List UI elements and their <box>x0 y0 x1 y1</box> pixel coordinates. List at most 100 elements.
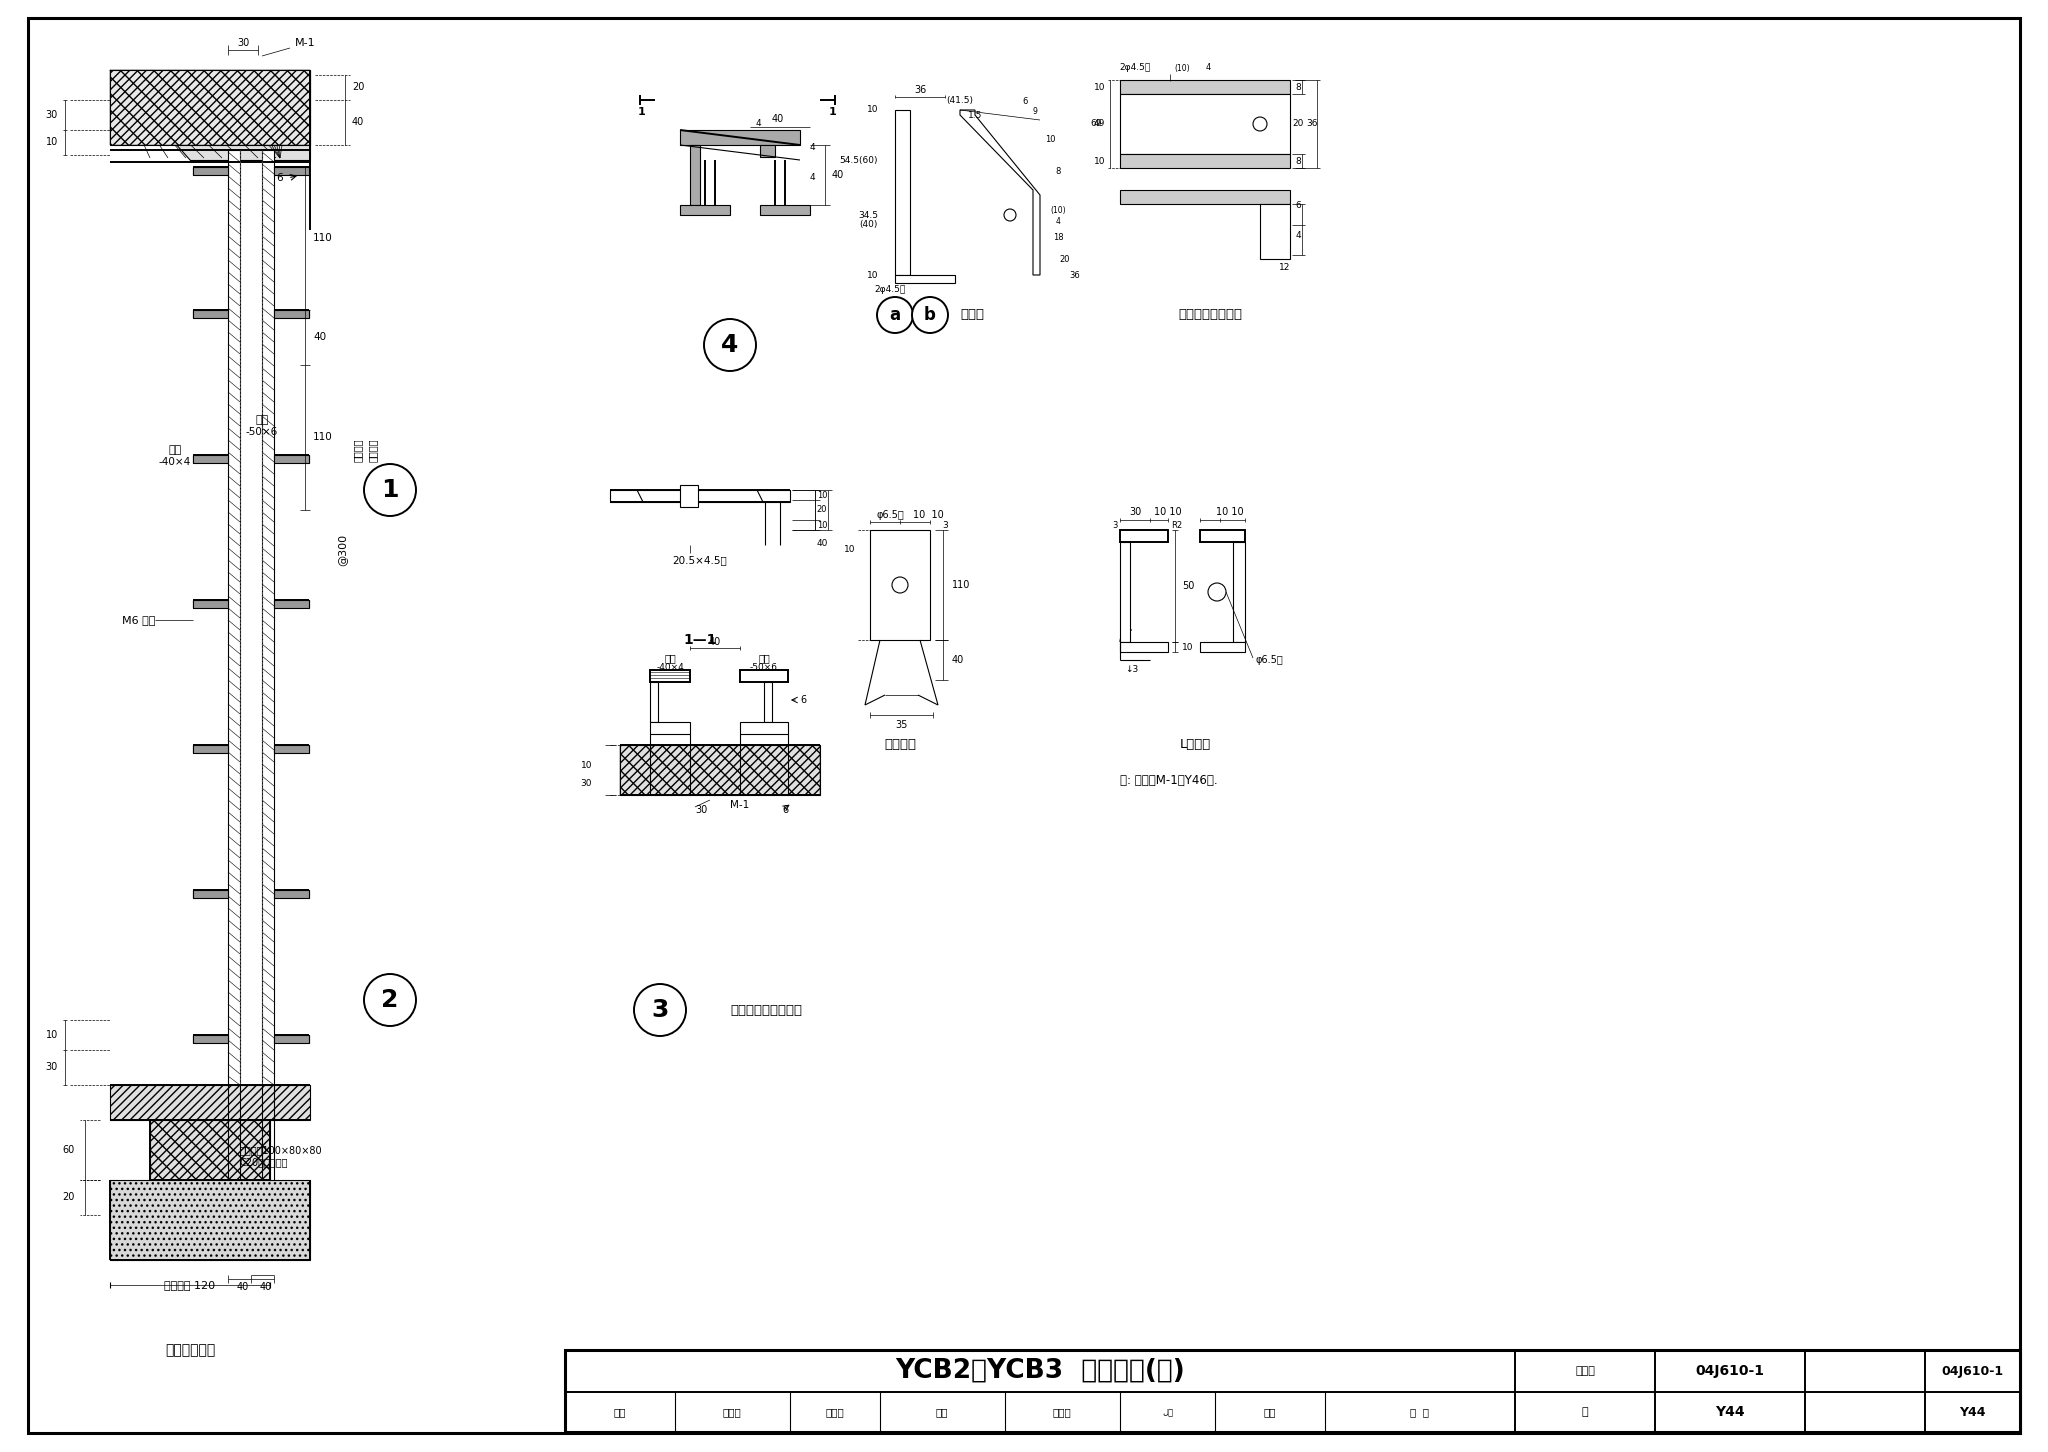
Bar <box>262 150 274 1085</box>
Bar <box>274 167 309 176</box>
Text: 30: 30 <box>45 110 57 121</box>
Text: 用于钢筋混凝土窗台: 用于钢筋混凝土窗台 <box>729 1003 803 1016</box>
Bar <box>1260 203 1290 258</box>
Bar <box>610 489 791 502</box>
Text: 4: 4 <box>811 144 815 152</box>
Text: 注: 预埋件M-1见Y46页.: 注: 预埋件M-1见Y46页. <box>1120 774 1219 787</box>
Text: 竖档: 竖档 <box>256 415 268 425</box>
Text: 压条: 压条 <box>664 653 676 664</box>
Text: 2φ4.5孔: 2φ4.5孔 <box>874 286 905 295</box>
Text: M-1: M-1 <box>731 800 750 810</box>
Bar <box>680 131 801 145</box>
Text: M6 螺栓: M6 螺栓 <box>121 616 156 624</box>
Bar <box>1120 154 1290 168</box>
Text: 6: 6 <box>276 173 283 183</box>
Bar <box>193 890 227 897</box>
Text: 10: 10 <box>45 1029 57 1040</box>
Circle shape <box>1208 584 1227 601</box>
Bar <box>870 530 930 640</box>
Text: YCB2、YCB3  窗扇详图(二): YCB2、YCB3 窗扇详图(二) <box>895 1358 1186 1384</box>
Text: 图集号: 图集号 <box>1575 1366 1595 1376</box>
Bar <box>274 309 309 318</box>
Text: 窗台留洞100×80×80: 窗台留洞100×80×80 <box>240 1146 324 1154</box>
Text: 6: 6 <box>782 804 788 815</box>
Bar <box>1120 542 1130 642</box>
Text: 10 10: 10 10 <box>1155 507 1182 517</box>
Text: 40: 40 <box>952 655 965 665</box>
Bar <box>274 600 309 608</box>
Text: 燕尾铁脚: 燕尾铁脚 <box>885 739 915 752</box>
Text: 4: 4 <box>1055 218 1061 227</box>
Text: 18: 18 <box>1053 234 1063 242</box>
Text: 8: 8 <box>1294 157 1300 166</box>
Text: 110: 110 <box>952 579 971 590</box>
Text: L型铁脚: L型铁脚 <box>1180 739 1210 752</box>
Text: 压条: 压条 <box>168 444 182 454</box>
Text: φ6.5孔: φ6.5孔 <box>1255 655 1282 665</box>
Text: 10: 10 <box>866 270 879 279</box>
Text: 8: 8 <box>1055 167 1061 177</box>
Text: 110: 110 <box>313 232 332 242</box>
Text: (40): (40) <box>860 221 879 229</box>
Text: 30: 30 <box>694 804 707 815</box>
Text: 10 10: 10 10 <box>1217 507 1243 517</box>
Text: -40×4: -40×4 <box>160 457 190 468</box>
Circle shape <box>877 298 913 333</box>
Bar <box>193 1035 227 1043</box>
Text: 50: 50 <box>1182 581 1194 591</box>
Text: a: a <box>889 306 901 324</box>
Text: 20: 20 <box>63 1192 76 1202</box>
Text: -40×4: -40×4 <box>655 664 684 672</box>
Text: -50×6: -50×6 <box>750 664 778 672</box>
Bar <box>621 745 819 796</box>
Text: 1: 1 <box>639 107 645 118</box>
Text: ل叼: ل叼 <box>1163 1407 1174 1417</box>
Text: 2: 2 <box>381 987 399 1012</box>
Text: 3: 3 <box>651 998 670 1022</box>
Text: 6: 6 <box>1022 97 1028 106</box>
Text: 10: 10 <box>866 106 879 115</box>
Text: 40: 40 <box>772 115 784 123</box>
Text: 69: 69 <box>1090 119 1102 128</box>
Text: 10: 10 <box>1094 83 1106 91</box>
Text: 王祖光: 王祖光 <box>723 1407 741 1417</box>
Bar <box>111 70 309 145</box>
Circle shape <box>705 319 756 372</box>
Text: 36: 36 <box>1307 119 1317 128</box>
Text: (10): (10) <box>1051 206 1065 215</box>
Text: 2φ4.5孔: 2φ4.5孔 <box>1120 64 1151 73</box>
Bar <box>1120 190 1290 203</box>
Text: 30: 30 <box>45 1061 57 1072</box>
Text: 40: 40 <box>313 333 326 343</box>
Bar <box>739 669 788 682</box>
Bar <box>111 1180 309 1260</box>
Bar <box>1120 94 1290 154</box>
Text: 1: 1 <box>829 107 838 118</box>
Polygon shape <box>961 110 1040 274</box>
Circle shape <box>1004 209 1016 221</box>
Bar <box>111 1085 309 1119</box>
Text: 20: 20 <box>1059 256 1071 264</box>
Bar <box>621 745 819 796</box>
Bar <box>1120 80 1290 94</box>
Text: 40: 40 <box>260 1282 272 1292</box>
Text: 3: 3 <box>942 520 948 530</box>
Bar <box>274 745 309 754</box>
Text: C20细石混凝土: C20细石混凝土 <box>240 1157 289 1167</box>
Bar <box>193 167 227 176</box>
Bar <box>895 110 909 274</box>
Bar <box>690 145 700 205</box>
Text: 百叶片端部展开图: 百叶片端部展开图 <box>1178 308 1241 321</box>
Bar <box>193 309 227 318</box>
Text: 40: 40 <box>352 118 365 126</box>
Text: 36: 36 <box>1069 270 1081 279</box>
Bar <box>760 145 774 157</box>
Text: R2: R2 <box>1171 520 1182 530</box>
Bar <box>649 669 690 682</box>
Bar <box>649 682 657 722</box>
Text: 10: 10 <box>817 520 827 530</box>
Text: 20: 20 <box>1292 119 1305 128</box>
Text: 10: 10 <box>580 761 592 770</box>
Text: 校对: 校对 <box>936 1407 948 1417</box>
Text: 竖档安装大样: 竖档安装大样 <box>166 1343 215 1358</box>
